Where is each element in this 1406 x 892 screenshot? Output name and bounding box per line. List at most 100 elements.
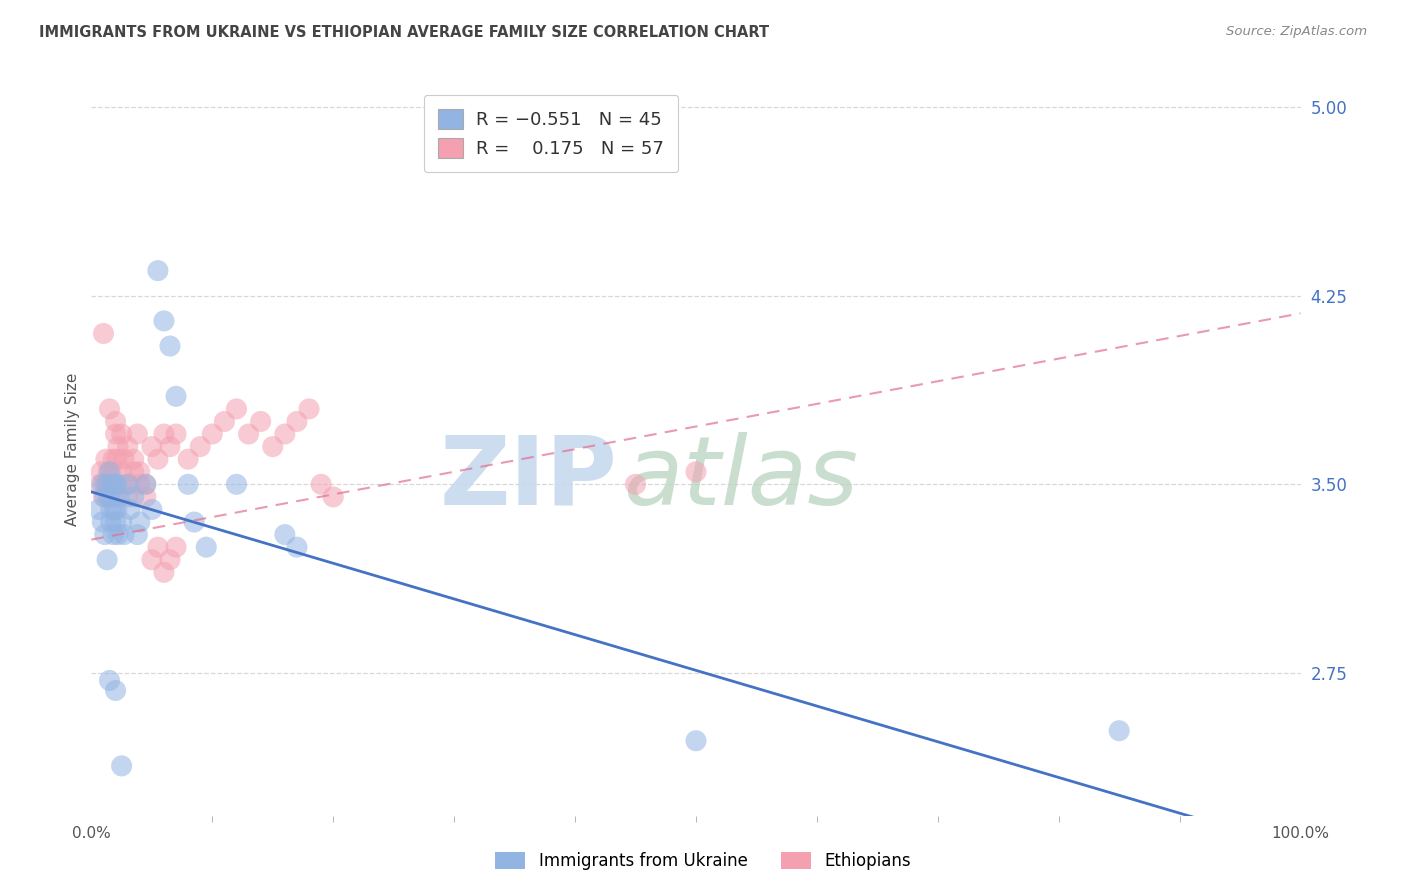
Point — [262, 440, 284, 454]
Point — [101, 465, 124, 479]
Legend: Immigrants from Ukraine, Ethiopians: Immigrants from Ukraine, Ethiopians — [488, 845, 918, 877]
Legend: R = −0.551   N = 45, R =    0.175   N = 57: R = −0.551 N = 45, R = 0.175 N = 57 — [423, 95, 678, 172]
Point — [98, 401, 121, 416]
Point — [165, 540, 187, 554]
Point — [117, 477, 139, 491]
Point — [322, 490, 344, 504]
Point — [285, 414, 308, 428]
Point — [122, 465, 145, 479]
Point — [141, 440, 163, 454]
Point — [98, 490, 121, 504]
Point — [104, 427, 127, 442]
Point — [100, 502, 122, 516]
Point — [90, 465, 112, 479]
Point — [107, 527, 129, 541]
Point — [100, 515, 122, 529]
Point — [93, 326, 115, 341]
Point — [91, 477, 114, 491]
Point — [141, 553, 163, 567]
Point — [225, 401, 247, 416]
Point — [624, 477, 647, 491]
Point — [101, 477, 124, 491]
Point — [159, 339, 181, 353]
Point — [214, 414, 236, 428]
Point — [110, 477, 132, 491]
Point — [93, 477, 115, 491]
Point — [159, 553, 181, 567]
Point — [685, 733, 707, 747]
Point — [96, 477, 118, 491]
Text: Source: ZipAtlas.com: Source: ZipAtlas.com — [1226, 25, 1367, 38]
Y-axis label: Average Family Size: Average Family Size — [65, 373, 80, 525]
Point — [141, 502, 163, 516]
Point — [104, 414, 127, 428]
Point — [97, 465, 120, 479]
Point — [135, 477, 157, 491]
Point — [309, 477, 332, 491]
Point — [105, 502, 128, 516]
Text: ZIP: ZIP — [440, 432, 617, 525]
Point — [104, 515, 127, 529]
Point — [153, 427, 176, 442]
Point — [1108, 723, 1130, 738]
Point — [127, 427, 149, 442]
Point — [225, 477, 247, 491]
Point — [177, 477, 200, 491]
Point — [298, 401, 321, 416]
Point — [111, 515, 132, 529]
Point — [188, 440, 211, 454]
Point — [96, 477, 118, 491]
Point — [103, 477, 125, 491]
Point — [105, 452, 128, 467]
Point — [146, 540, 169, 554]
Point — [120, 477, 142, 491]
Point — [285, 540, 308, 554]
Point — [111, 427, 132, 442]
Point — [93, 490, 115, 504]
Point — [153, 566, 176, 580]
Point — [101, 527, 124, 541]
Point — [101, 490, 124, 504]
Point — [159, 440, 181, 454]
Point — [96, 553, 118, 567]
Point — [91, 515, 114, 529]
Point — [122, 490, 145, 504]
Point — [107, 440, 129, 454]
Point — [146, 263, 169, 277]
Point — [111, 465, 132, 479]
Point — [103, 502, 125, 516]
Point — [685, 465, 707, 479]
Point — [97, 490, 120, 504]
Point — [98, 673, 121, 688]
Point — [195, 540, 218, 554]
Point — [153, 314, 176, 328]
Point — [183, 515, 205, 529]
Point — [238, 427, 260, 442]
Point — [165, 427, 187, 442]
Point — [201, 427, 224, 442]
Point — [249, 414, 271, 428]
Point — [112, 452, 135, 467]
Point — [128, 465, 150, 479]
Point — [112, 527, 135, 541]
Point — [117, 490, 139, 504]
Text: atlas: atlas — [623, 432, 859, 525]
Point — [93, 527, 115, 541]
Point — [98, 465, 121, 479]
Point — [108, 490, 131, 504]
Point — [105, 477, 128, 491]
Point — [89, 477, 111, 491]
Point — [93, 490, 115, 504]
Point — [165, 389, 187, 403]
Point — [128, 515, 150, 529]
Point — [87, 502, 110, 516]
Point — [117, 440, 139, 454]
Point — [128, 477, 150, 491]
Point — [127, 527, 149, 541]
Point — [120, 502, 142, 516]
Point — [100, 477, 122, 491]
Point — [94, 452, 117, 467]
Point — [101, 452, 124, 467]
Text: IMMIGRANTS FROM UKRAINE VS ETHIOPIAN AVERAGE FAMILY SIZE CORRELATION CHART: IMMIGRANTS FROM UKRAINE VS ETHIOPIAN AVE… — [39, 25, 769, 40]
Point — [146, 452, 169, 467]
